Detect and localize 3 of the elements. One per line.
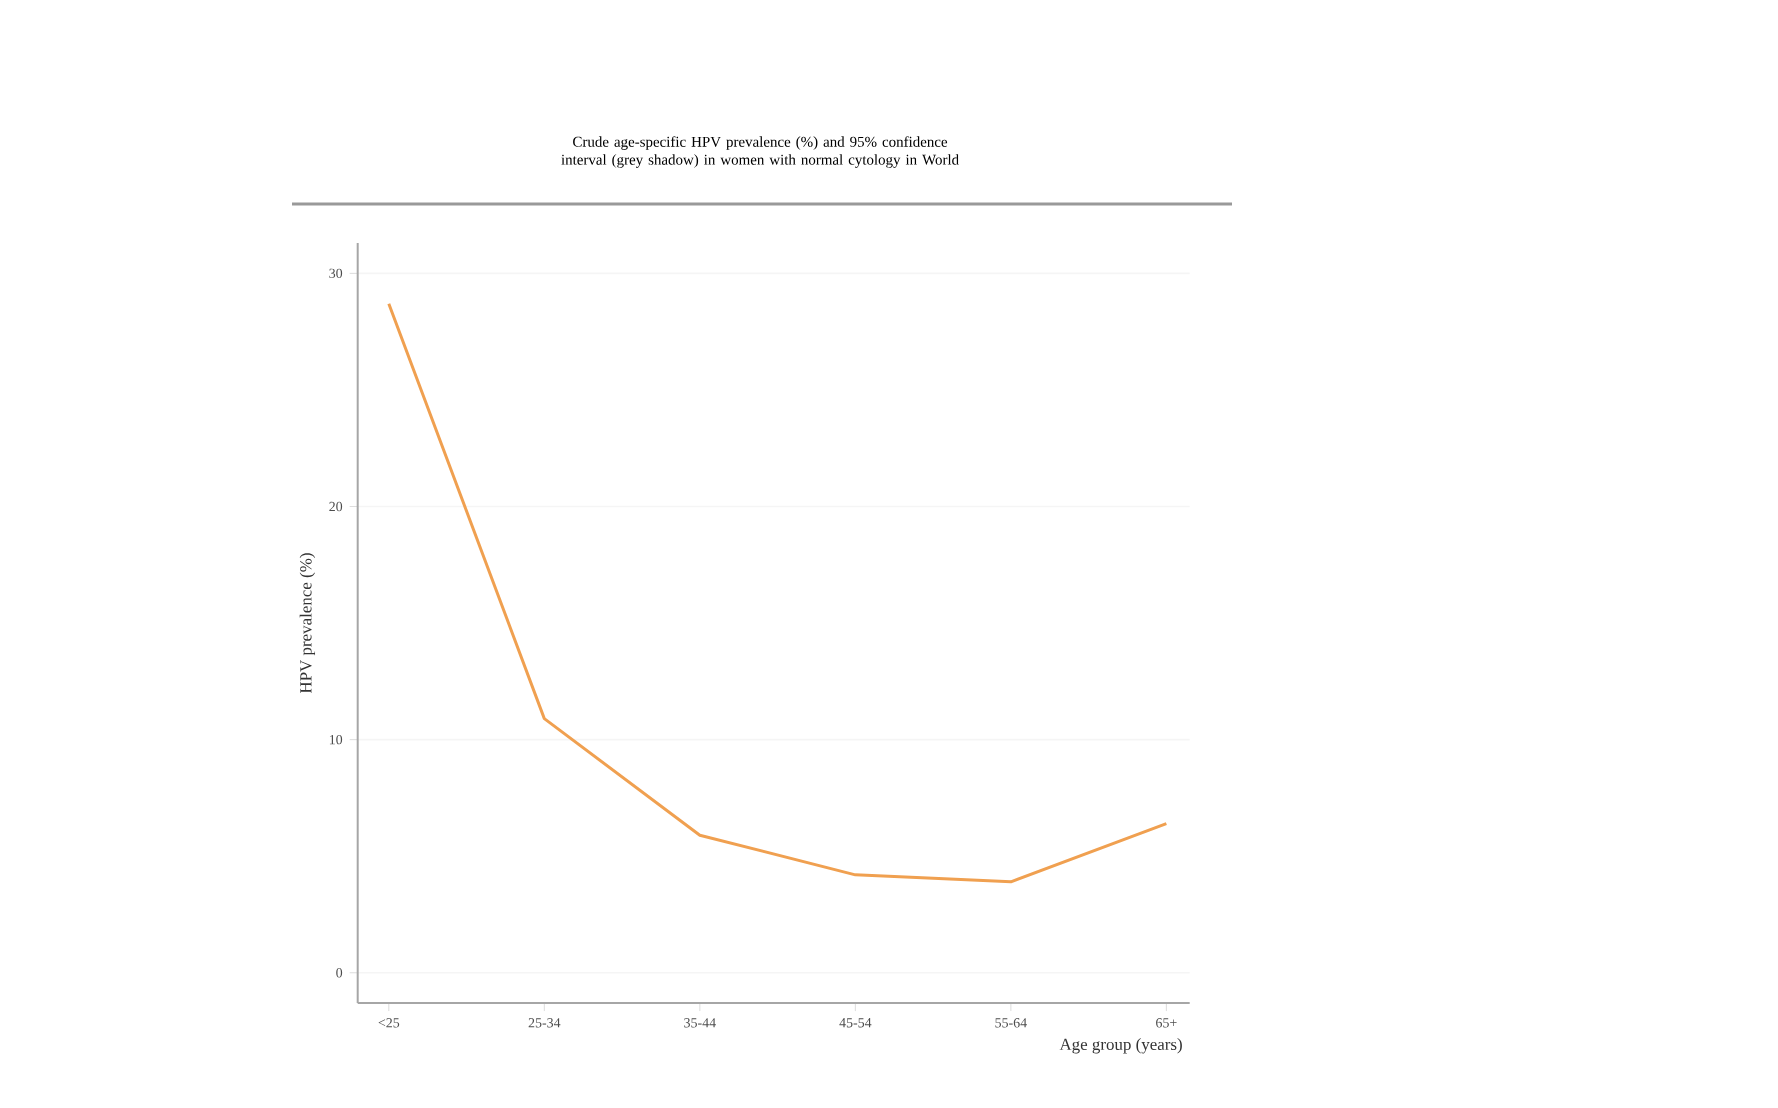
y-axis-title: HPV prevalence (%): [299, 553, 316, 694]
x-axis-title: Age group (years): [1059, 1038, 1182, 1054]
line-series: [387, 302, 1168, 884]
